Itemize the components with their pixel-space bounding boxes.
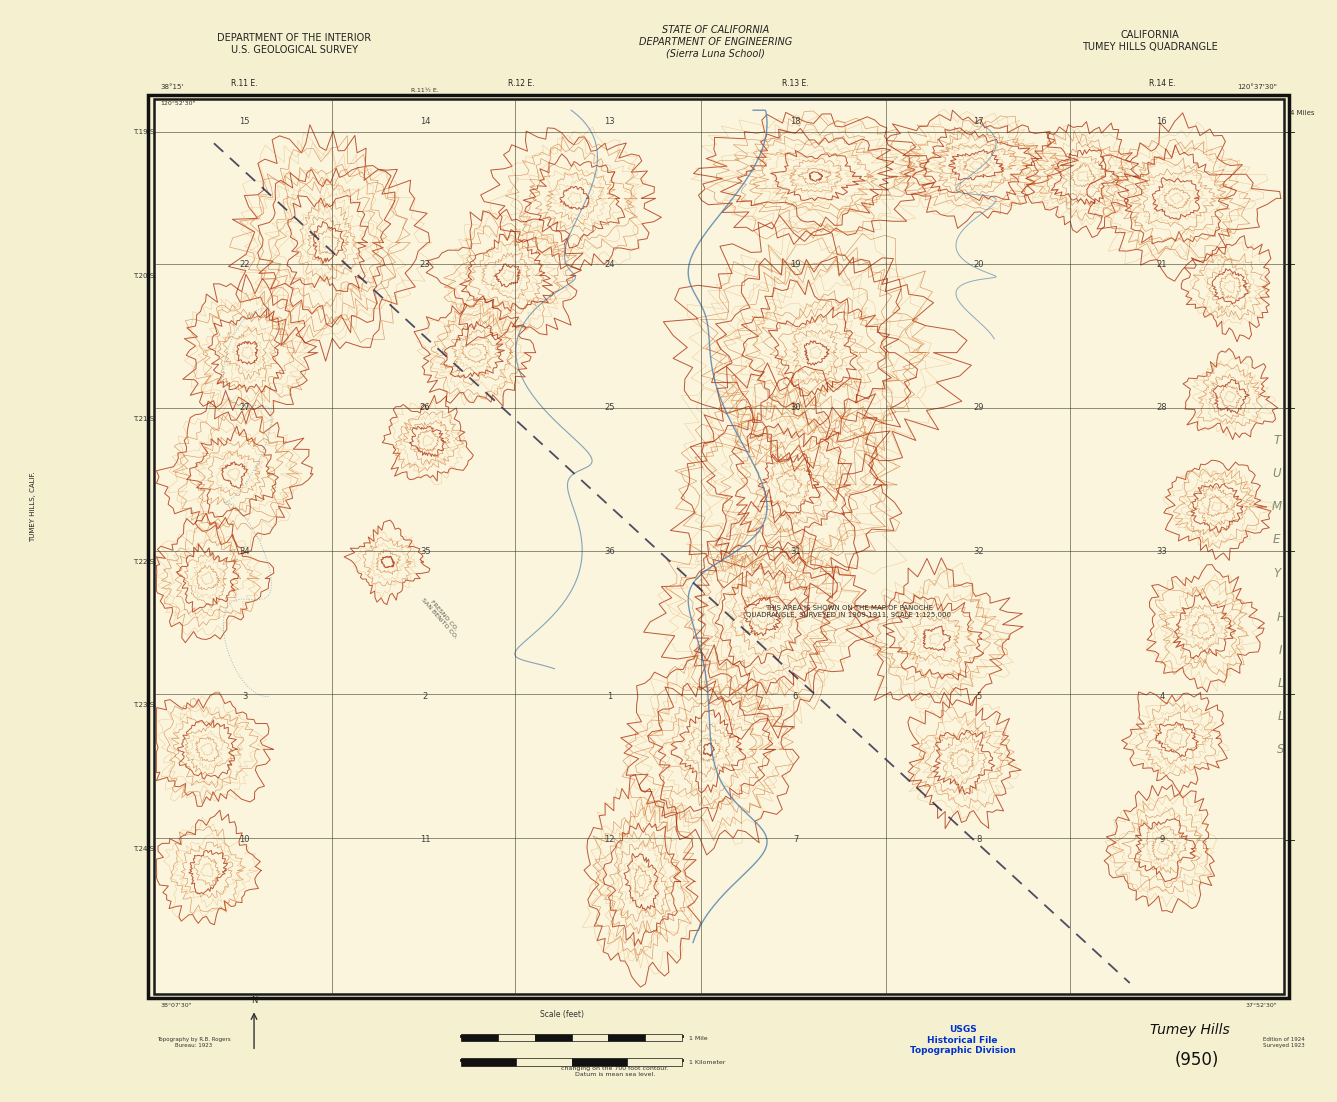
Text: T: T [1273, 434, 1281, 447]
Text: E: E [1273, 533, 1281, 547]
Text: 24: 24 [604, 260, 615, 269]
Bar [516, 1058, 572, 1066]
Text: 23: 23 [420, 260, 431, 269]
Text: 1 Mile: 1 Mile [689, 1036, 707, 1040]
Text: 20: 20 [973, 260, 984, 269]
Text: T.22 S.: T.22 S. [132, 559, 156, 565]
Text: THIS AREA IS SHOWN ON THE MAP OF PANOCHE
QUADRANGLE, SURVEYED IN 1909-1911, SCAL: THIS AREA IS SHOWN ON THE MAP OF PANOCHE… [746, 605, 952, 618]
Text: 13: 13 [604, 117, 615, 126]
Text: 8: 8 [976, 835, 981, 844]
Text: N: N [251, 996, 257, 1005]
Text: 27: 27 [239, 403, 250, 412]
Bar [646, 1034, 682, 1041]
Text: 16: 16 [1157, 117, 1167, 126]
Bar [627, 1058, 682, 1066]
Bar [461, 1034, 497, 1041]
Text: 3: 3 [242, 692, 247, 701]
Text: 1: 1 [607, 692, 612, 701]
Text: U: U [1273, 467, 1281, 480]
Text: DEPARTMENT OF THE INTERIOR
U.S. GEOLOGICAL SURVEY: DEPARTMENT OF THE INTERIOR U.S. GEOLOGIC… [217, 33, 372, 55]
Text: 19: 19 [790, 260, 801, 269]
Text: 34: 34 [239, 547, 250, 555]
Text: L: L [1278, 677, 1284, 690]
Text: R.14 E.: R.14 E. [1148, 79, 1175, 88]
Text: 1 Kilometer: 1 Kilometer [689, 1060, 725, 1065]
Text: R.13 E.: R.13 E. [782, 79, 809, 88]
Text: TUMEY HILLS, CALIF.: TUMEY HILLS, CALIF. [31, 472, 36, 542]
Text: T.19 S.: T.19 S. [132, 129, 156, 136]
Text: 2: 2 [422, 692, 428, 701]
Bar [535, 1034, 572, 1041]
Text: Edition of 1924
Surveyed 1923: Edition of 1924 Surveyed 1923 [1262, 1037, 1305, 1048]
Text: 38°15': 38°15' [160, 85, 183, 90]
Text: 30: 30 [790, 403, 801, 412]
Text: 25: 25 [604, 403, 615, 412]
Bar [154, 99, 1284, 994]
Text: 7: 7 [793, 835, 798, 844]
Text: 33: 33 [1157, 547, 1167, 555]
Bar [461, 1058, 516, 1066]
Text: CALIFORNIA
TUMEY HILLS QUADRANGLE: CALIFORNIA TUMEY HILLS QUADRANGLE [1082, 30, 1218, 52]
Text: R.12 E.: R.12 E. [508, 79, 535, 88]
Text: 5: 5 [976, 692, 981, 701]
Text: 38°07'30": 38°07'30" [160, 1003, 193, 1008]
Text: 4 Miles: 4 Miles [1290, 110, 1314, 116]
Text: I: I [1280, 644, 1282, 657]
Text: 15: 15 [239, 117, 250, 126]
Text: 37°52'30": 37°52'30" [1245, 1003, 1277, 1008]
Text: R.11 E.: R.11 E. [231, 79, 258, 88]
Text: T.21 S.: T.21 S. [132, 415, 156, 422]
Text: 9: 9 [1159, 835, 1165, 844]
Text: STATE OF CALIFORNIA
DEPARTMENT OF ENGINEERING
(Sierra Luna School): STATE OF CALIFORNIA DEPARTMENT OF ENGINE… [639, 25, 792, 58]
Text: FRESNO CO.
SAN BENITO CO.: FRESNO CO. SAN BENITO CO. [420, 594, 463, 640]
Text: 29: 29 [973, 403, 984, 412]
Text: T.23 S.: T.23 S. [132, 702, 156, 709]
Text: 22: 22 [239, 260, 250, 269]
Text: H: H [1277, 611, 1285, 624]
Text: 12: 12 [604, 835, 615, 844]
Bar [148, 95, 1289, 998]
Bar [572, 1058, 627, 1066]
Text: Contour interval 10 feet, and 25 feet,
changing on the 700 foot contour.
Datum i: Contour interval 10 feet, and 25 feet, c… [556, 1060, 674, 1078]
Text: S: S [1277, 743, 1285, 756]
Text: 26: 26 [420, 403, 431, 412]
Text: 32: 32 [973, 547, 984, 555]
Text: 4: 4 [1159, 692, 1165, 701]
Text: T.20 S.: T.20 S. [132, 272, 156, 279]
Bar [497, 1034, 535, 1041]
Text: Tumey Hills: Tumey Hills [1150, 1024, 1230, 1037]
Text: 36: 36 [604, 547, 615, 555]
Text: T.24 S.: T.24 S. [132, 845, 156, 852]
Text: 17: 17 [973, 117, 984, 126]
Text: 120°37'30": 120°37'30" [1237, 85, 1277, 90]
Bar [572, 1034, 608, 1041]
Text: 6: 6 [793, 692, 798, 701]
Text: 18: 18 [790, 117, 801, 126]
Text: 120°52'30": 120°52'30" [160, 101, 197, 107]
Text: Scale (feet): Scale (feet) [540, 1011, 583, 1019]
Text: 21: 21 [1157, 260, 1167, 269]
Text: 10: 10 [239, 835, 250, 844]
Text: R.11½ E.: R.11½ E. [412, 87, 439, 93]
Text: 11: 11 [420, 835, 431, 844]
Bar [608, 1034, 646, 1041]
Text: (950): (950) [1174, 1051, 1219, 1069]
Text: 14: 14 [420, 117, 431, 126]
Text: 28: 28 [1157, 403, 1167, 412]
Text: M: M [1271, 500, 1282, 514]
Text: Topography by R.B. Rogers
Bureau: 1923: Topography by R.B. Rogers Bureau: 1923 [156, 1037, 231, 1048]
Text: L: L [1278, 710, 1284, 723]
Text: Y: Y [1273, 566, 1281, 580]
Text: 31: 31 [790, 547, 801, 555]
Text: USGS
Historical File
Topographic Division: USGS Historical File Topographic Divisio… [909, 1025, 1016, 1056]
Text: 35: 35 [420, 547, 431, 555]
